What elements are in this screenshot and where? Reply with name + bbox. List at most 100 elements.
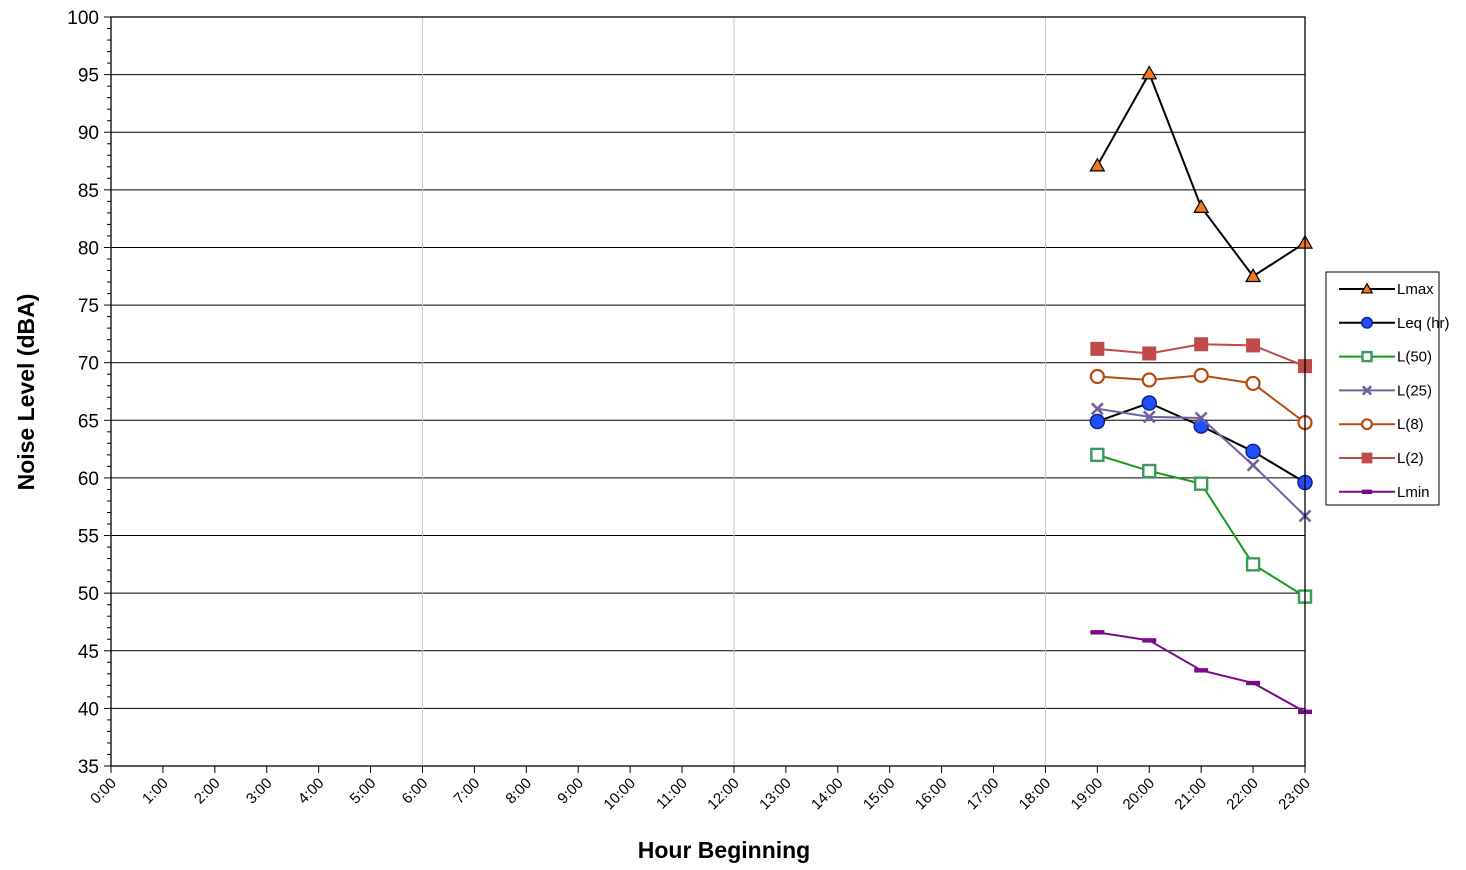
data-point	[1090, 402, 1104, 416]
legend-marker	[1361, 452, 1373, 464]
data-point	[1141, 395, 1158, 411]
x-tick-label: 13:00	[756, 775, 795, 814]
series-lmin	[1090, 630, 1312, 715]
data-point	[1089, 368, 1105, 385]
series-lmax	[1089, 65, 1314, 283]
x-tick-label: 4:00	[295, 775, 328, 808]
data-point	[1194, 337, 1209, 352]
data-point	[1142, 638, 1157, 643]
legend-label: Lmin	[1397, 484, 1430, 501]
data-point	[1142, 463, 1157, 479]
y-tick-label: 65	[78, 411, 99, 432]
x-tick-label: 2:00	[191, 775, 224, 808]
data-point	[1194, 668, 1209, 673]
x-tick-label: 19:00	[1068, 775, 1107, 814]
series-layer	[1089, 65, 1314, 715]
y-tick-label: 75	[78, 296, 99, 317]
y-tick-label: 80	[78, 238, 99, 259]
y-tick-label: 45	[78, 642, 99, 663]
data-point	[1142, 346, 1157, 361]
series-leq-hr-	[1089, 395, 1313, 491]
y-tick-label: 35	[78, 757, 99, 778]
legend-label: Lmax	[1397, 281, 1434, 298]
x-tick-label: 11:00	[653, 775, 691, 813]
data-point	[1246, 458, 1260, 472]
legend-label: L(25)	[1397, 382, 1432, 399]
y-tick-label: 85	[78, 181, 99, 202]
legend-label: L(8)	[1397, 416, 1424, 433]
data-point	[1245, 268, 1262, 283]
data-point	[1141, 65, 1158, 80]
x-tick-label: 18:00	[1016, 775, 1055, 814]
plot-frame	[110, 16, 1306, 767]
legend-marker	[1361, 385, 1373, 396]
legend-item: Lmin	[1339, 484, 1430, 501]
x-axis-title: Hour Beginning	[638, 837, 810, 863]
series-l-2-	[1090, 337, 1312, 374]
legend-item: Lmax	[1339, 281, 1434, 298]
series-l-25-	[1090, 402, 1312, 523]
x-tick-label: 15:00	[860, 775, 899, 814]
legend-item: L(50)	[1339, 349, 1432, 366]
legend-marker	[1360, 282, 1374, 294]
x-tick-label: 21:00	[1171, 775, 1210, 814]
x-tick-label: 8:00	[502, 775, 535, 808]
grid-layer	[111, 17, 1305, 766]
legend-label: L(50)	[1397, 349, 1432, 366]
x-tick-label: 20:00	[1120, 775, 1159, 814]
x-tick-label: 23:00	[1275, 775, 1314, 814]
x-tick-label: 7:00	[451, 775, 484, 808]
data-point	[1245, 443, 1261, 460]
x-tick-label: 17:00	[964, 775, 1003, 814]
data-point	[1141, 372, 1157, 388]
data-point	[1089, 413, 1106, 430]
legend-item: L(8)	[1339, 416, 1424, 433]
series-l-50-	[1090, 447, 1313, 604]
legend-item: Leq (hr)	[1339, 315, 1450, 332]
data-point	[1245, 557, 1261, 572]
legend-box	[1325, 271, 1440, 506]
x-tick-label: 9:00	[554, 775, 587, 808]
y-tick-label: 90	[78, 123, 99, 144]
x-tick-label: 16:00	[912, 775, 951, 814]
x-tick-label: 0:00	[87, 775, 120, 808]
x-tick-label: 3:00	[243, 775, 276, 808]
data-point	[1090, 341, 1105, 356]
legend-label: Leq (hr)	[1397, 315, 1450, 332]
data-point	[1090, 447, 1105, 463]
legend-marker	[1361, 418, 1373, 431]
legend-marker	[1361, 489, 1373, 494]
series-l-8-	[1089, 367, 1313, 431]
y-tick-label: 100	[67, 8, 99, 29]
data-point	[1142, 410, 1156, 424]
data-point	[1089, 157, 1106, 172]
data-point	[1194, 411, 1208, 425]
x-tick-label: 14:00	[808, 775, 847, 814]
legend: Lmax Leq (hr) L(50) L(25) L(8) L(2) Lmin	[1325, 271, 1450, 506]
data-point	[1246, 680, 1261, 686]
y-tick-label: 95	[78, 66, 99, 87]
y-axis-title: Noise Level (dBA)	[13, 294, 39, 491]
data-point	[1246, 338, 1261, 353]
y-tick-label: 60	[78, 469, 99, 490]
y-tick-label: 50	[78, 584, 99, 605]
y-tick-label: 40	[78, 699, 99, 720]
y-tick-label: 70	[78, 354, 99, 375]
series-line	[1097, 401, 1306, 484]
x-tick-label: 5:00	[347, 775, 380, 808]
x-tick-label: 10:00	[600, 775, 639, 814]
data-point	[1193, 198, 1210, 213]
series-line	[1096, 71, 1306, 278]
data-point	[1245, 375, 1261, 392]
legend-marker	[1361, 350, 1373, 363]
series-line	[1097, 453, 1306, 598]
legend-item: L(25)	[1339, 382, 1432, 399]
x-tick-label: 12:00	[704, 775, 743, 814]
data-point	[1090, 630, 1105, 635]
x-tick-label: 1:00	[139, 775, 172, 808]
legend-label: L(2)	[1397, 450, 1424, 467]
legend-item: L(2)	[1339, 450, 1424, 467]
x-tick-label: 22:00	[1223, 775, 1262, 814]
